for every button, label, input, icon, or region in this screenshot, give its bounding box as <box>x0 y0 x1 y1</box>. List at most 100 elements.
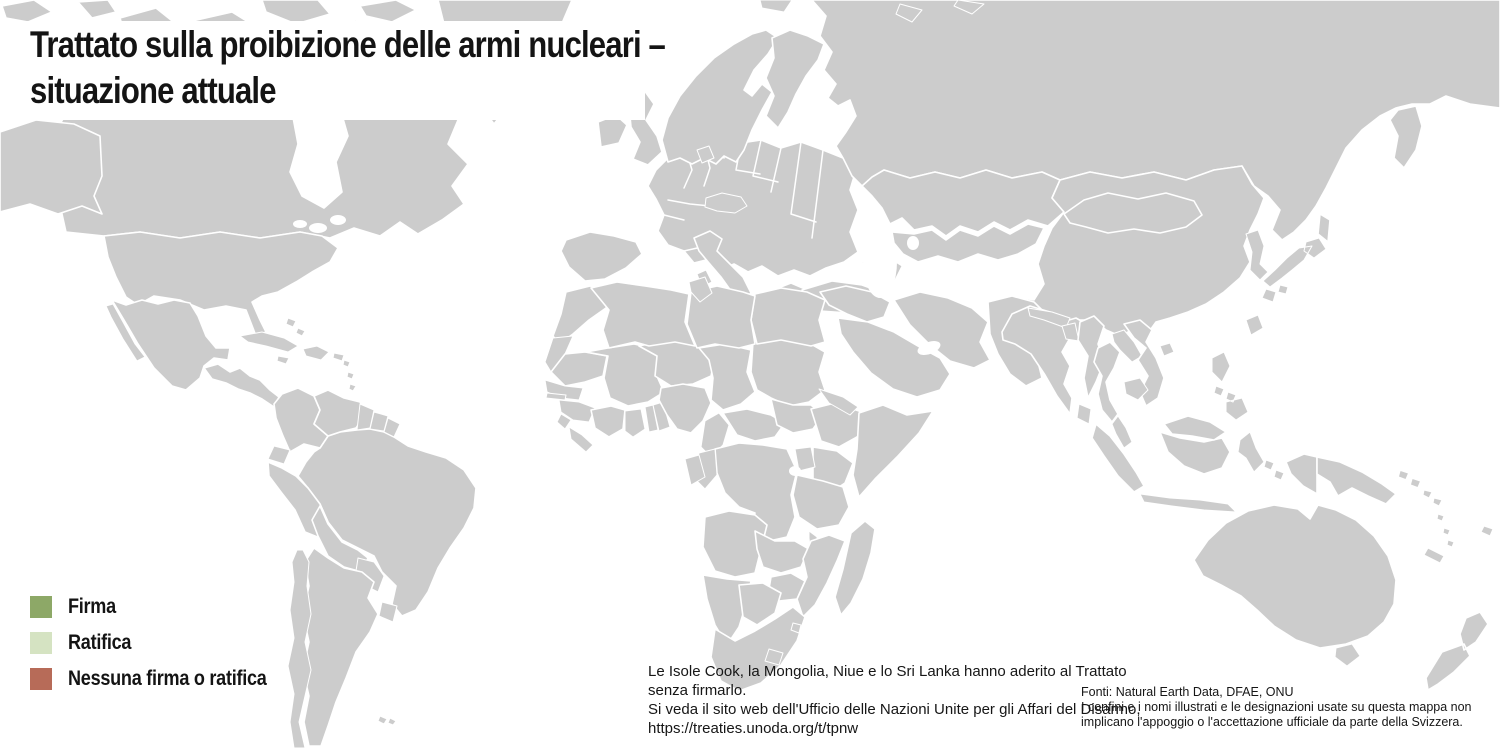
falkland-islands <box>377 715 397 726</box>
page-title-line1: Trattato sulla proibizione delle armi nu… <box>30 24 666 65</box>
source-line3: implicano l'appoggio o l'accettazione uf… <box>1081 715 1463 729</box>
country-puerto-rico <box>332 352 345 362</box>
java-island <box>1139 493 1237 513</box>
country-venezuela <box>313 389 367 437</box>
country-jamaica <box>276 355 290 365</box>
caspian-sea <box>863 226 897 298</box>
country-zambia <box>754 530 810 574</box>
country-liberia <box>568 426 594 453</box>
hispaniola-island <box>302 345 330 361</box>
country-alaska <box>0 119 103 215</box>
footnote-line2: senza firmarlo. <box>648 682 747 699</box>
scandinavian-peninsula <box>661 29 779 165</box>
country-angola <box>702 510 768 578</box>
country-cambodia <box>1123 377 1149 401</box>
footnote-line1: Le Isole Cook, la Mongolia, Niue e lo Sr… <box>648 663 1127 680</box>
country-iran <box>893 291 991 369</box>
solomon-islands <box>1422 489 1443 507</box>
country-fiji <box>1480 525 1494 537</box>
country-libya <box>686 285 756 349</box>
country-mauritania <box>550 351 608 387</box>
country-chile <box>287 549 312 749</box>
country-gambia <box>545 392 567 401</box>
legend-swatch-firma <box>30 596 52 618</box>
legend-row-ratifica: Ratifica <box>30 631 299 654</box>
country-cuba <box>239 331 299 353</box>
legend-swatch-nessuna <box>30 668 52 690</box>
country-uruguay <box>378 601 398 623</box>
country-taiwan <box>1245 314 1264 336</box>
source-line1: Fonti: Natural Earth Data, DFAE, ONU <box>1081 685 1294 699</box>
central-african-republic <box>722 408 786 442</box>
iberian-peninsula <box>560 231 643 282</box>
new-caledonia <box>1423 547 1445 564</box>
great-lakes <box>309 223 327 233</box>
country-namibia <box>702 574 752 646</box>
country-sudan <box>750 337 826 407</box>
country-kazakhstan <box>861 169 1065 237</box>
country-eswatini <box>790 622 802 634</box>
country-botswana <box>738 582 782 626</box>
country-south-africa <box>710 606 806 692</box>
persian-gulf <box>917 341 941 355</box>
central-asia <box>891 223 1045 263</box>
country-ghana <box>624 408 646 438</box>
korean-peninsula <box>1245 229 1269 281</box>
country-madagascar <box>834 520 876 616</box>
oceania <box>1193 456 1494 691</box>
country-sri-lanka <box>1076 403 1092 425</box>
europe <box>560 29 903 335</box>
country-sierra-leone <box>556 413 572 430</box>
lesser-antilles <box>342 359 357 392</box>
sumatra-island <box>1091 423 1145 493</box>
country-chad <box>698 343 756 411</box>
country-mongolia <box>1063 192 1203 234</box>
hainan-island <box>1159 342 1175 357</box>
central-america <box>203 363 280 408</box>
country-australia <box>1193 504 1397 649</box>
legend-swatch-ratifica <box>30 632 52 654</box>
country-dr-congo <box>714 442 798 542</box>
country-nigeria <box>658 383 712 434</box>
country-thailand <box>1093 341 1121 423</box>
country-mozambique <box>796 534 846 618</box>
country-gabon <box>684 454 706 486</box>
country-vanuatu <box>1436 513 1455 548</box>
south-america <box>267 387 477 749</box>
country-uganda <box>794 446 816 472</box>
footnote-line3: Si veda il sito web dell'Ufficio delle N… <box>648 701 1141 718</box>
levant-iraq <box>819 285 891 323</box>
country-guinea <box>558 399 596 423</box>
legend-label-ratifica: Ratifica <box>68 631 132 654</box>
country-lesotho <box>764 648 784 666</box>
peninsular-malaysia <box>1111 415 1133 449</box>
legend-row-firma: Firma <box>30 595 299 618</box>
country-somalia <box>852 404 934 498</box>
arabian-peninsula <box>837 317 951 398</box>
asia <box>759 0 1500 530</box>
country-new-zealand <box>1425 611 1489 691</box>
africa <box>544 276 934 692</box>
aral-sea <box>907 236 919 250</box>
country-papua-new-guinea <box>1316 456 1422 505</box>
legend-row-nessuna: Nessuna firma o ratifica <box>30 667 299 690</box>
country-philippines <box>1211 351 1249 421</box>
page-title-line2: situazione attuale <box>30 70 277 111</box>
country-tanzania <box>792 474 850 530</box>
country-egypt <box>750 287 826 347</box>
western-new-guinea <box>1285 453 1318 495</box>
eritrea-djibouti <box>818 388 859 416</box>
country-vietnam <box>1123 319 1165 407</box>
country-ecuador <box>267 445 291 465</box>
country-myanmar <box>1077 315 1105 399</box>
title-box: Trattato sulla proibizione delle armi nu… <box>20 21 666 120</box>
country-algeria <box>590 281 696 349</box>
sulawesi-island <box>1237 431 1265 473</box>
malaysian-borneo <box>1163 415 1227 441</box>
country-finland <box>765 29 825 129</box>
legend: Firma Ratifica Nessuna firma o ratifica <box>30 595 299 704</box>
russian-far-east <box>1317 105 1423 243</box>
footnote: Le Isole Cook, la Mongolia, Niue e lo Sr… <box>648 662 1141 738</box>
